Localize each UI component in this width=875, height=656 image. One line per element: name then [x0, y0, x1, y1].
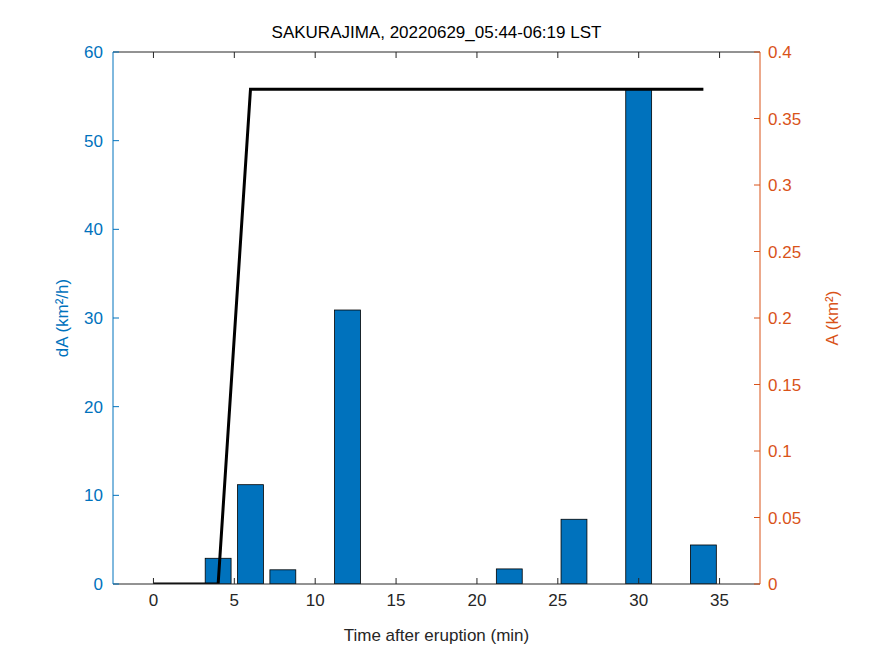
bar: [690, 545, 716, 584]
plot-area: [113, 52, 760, 584]
x-tick: [719, 578, 720, 584]
x-tick: [476, 578, 477, 584]
y2-tick: [754, 384, 760, 385]
chart: 0 5 10 15 20 25 30 35 0 10 20 30 40 50 60 0 0.05 0.1 0.15 0…: [0, 0, 875, 656]
y2-tick: [754, 251, 760, 252]
y-tick: [113, 318, 119, 319]
y-tick: [113, 140, 119, 141]
marks: [153, 89, 716, 584]
x-axis: [113, 584, 760, 585]
y-tick: [113, 584, 119, 585]
y-tick-label: 40: [84, 220, 103, 239]
x-tick-top: [234, 52, 235, 58]
y2-tick: [754, 584, 760, 585]
y-axis-label: dA (km²/h): [53, 279, 72, 357]
x-tick-label: 10: [306, 591, 325, 610]
y2-tick: [754, 318, 760, 319]
x-tick-top: [396, 52, 397, 58]
y-tick-label: 20: [84, 398, 103, 417]
x-tick-top: [557, 52, 558, 58]
x-tick: [234, 578, 235, 584]
bar: [561, 519, 587, 584]
y2-tick: [754, 517, 760, 518]
bar: [335, 310, 361, 584]
y2-tick-label: 0.2: [768, 309, 792, 328]
x-tick: [557, 578, 558, 584]
y2-tick-label: 0.35: [768, 110, 801, 129]
y2-tick: [754, 185, 760, 186]
bar: [238, 485, 264, 584]
y-tick: [113, 52, 119, 53]
y-tick-label: 10: [84, 486, 103, 505]
y2-tick: [754, 118, 760, 119]
y2-tick-label: 0.05: [768, 509, 801, 528]
frame-top: [113, 52, 760, 53]
x-tick-label: 20: [467, 591, 486, 610]
x-tick: [315, 578, 316, 584]
x-tick-top: [638, 52, 639, 58]
x-tick-label: 0: [149, 591, 158, 610]
x-tick-top: [476, 52, 477, 58]
y-tick-label: 60: [84, 43, 103, 62]
x-tick-label: 5: [230, 591, 239, 610]
y-tick: [113, 229, 119, 230]
y2-tick-label: 0.4: [768, 43, 792, 62]
y-tick: [113, 406, 119, 407]
x-tick: [638, 578, 639, 584]
x-tick-label: 25: [548, 591, 567, 610]
x-tick-label: 30: [629, 591, 648, 610]
y-tick: [113, 495, 119, 496]
y2-tick-label: 0.1: [768, 442, 792, 461]
bar: [626, 89, 652, 584]
x-tick-label: 15: [387, 591, 406, 610]
y2-tick-label: 0.15: [768, 376, 801, 395]
y2-tick-label: 0.25: [768, 243, 801, 262]
line: [153, 89, 703, 584]
y-tick-label: 0: [94, 575, 103, 594]
x-tick-top: [153, 52, 154, 58]
title: SAKURAJIMA, 20220629_05:44-06:19 LST: [272, 23, 602, 42]
bar: [270, 570, 296, 584]
x-tick: [153, 578, 154, 584]
y2-tick-label: 0.3: [768, 176, 792, 195]
y2-tick-label: 0: [768, 575, 777, 594]
x-tick: [396, 578, 397, 584]
bar: [496, 569, 522, 584]
x-tick-top: [719, 52, 720, 58]
y2-tick: [754, 52, 760, 53]
y-tick-label: 50: [84, 132, 103, 151]
y2-tick: [754, 451, 760, 452]
x-tick-label: 35: [710, 591, 729, 610]
x-axis-label: Time after eruption (min): [344, 626, 529, 645]
x-tick-top: [315, 52, 316, 58]
y2-axis-label: A (km²): [823, 291, 842, 346]
y-tick-label: 30: [84, 309, 103, 328]
